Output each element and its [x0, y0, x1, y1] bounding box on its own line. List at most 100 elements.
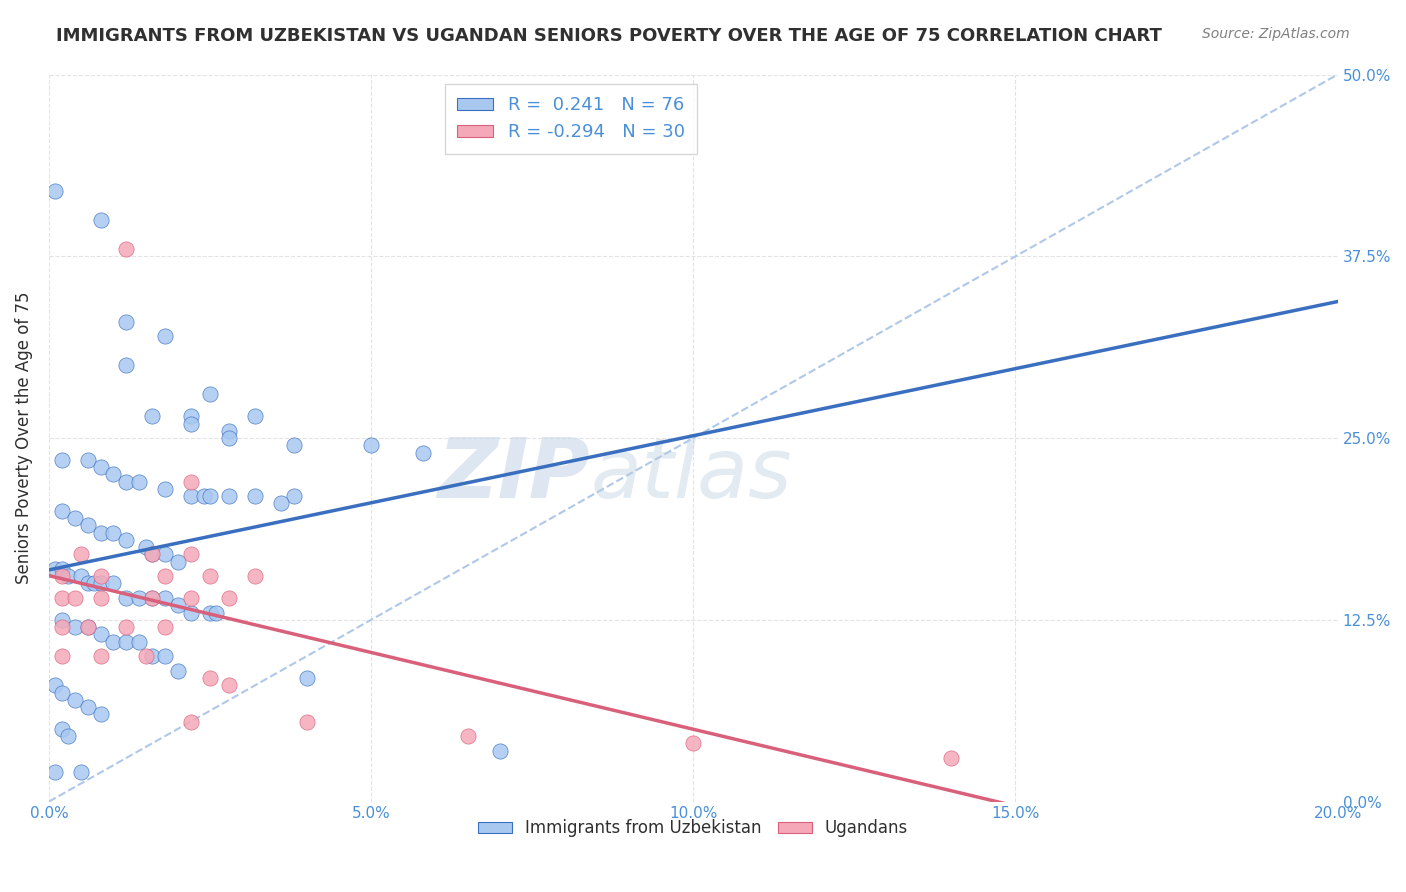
Legend: Immigrants from Uzbekistan, Ugandans: Immigrants from Uzbekistan, Ugandans — [472, 813, 915, 844]
Point — [360, 438, 382, 452]
Point — [205, 606, 228, 620]
Point — [115, 620, 138, 634]
Point — [412, 445, 434, 459]
Point — [489, 744, 512, 758]
Point — [115, 591, 138, 605]
Point — [218, 424, 240, 438]
Point — [89, 627, 111, 641]
Point — [76, 620, 98, 634]
Point — [76, 518, 98, 533]
Point — [51, 591, 73, 605]
Point — [58, 569, 80, 583]
Point — [198, 671, 221, 685]
Point — [218, 431, 240, 445]
Text: atlas: atlas — [591, 434, 792, 515]
Point — [198, 569, 221, 583]
Point — [51, 620, 73, 634]
Point — [51, 722, 73, 736]
Point — [70, 547, 93, 561]
Point — [180, 417, 202, 431]
Point — [270, 496, 292, 510]
Point — [115, 359, 138, 373]
Point — [44, 184, 66, 198]
Point — [89, 569, 111, 583]
Point — [198, 489, 221, 503]
Point — [180, 489, 202, 503]
Point — [141, 591, 163, 605]
Point — [166, 599, 188, 613]
Text: Source: ZipAtlas.com: Source: ZipAtlas.com — [1202, 27, 1350, 41]
Point — [51, 685, 73, 699]
Point — [44, 678, 66, 692]
Point — [51, 504, 73, 518]
Point — [283, 489, 305, 503]
Point — [63, 620, 86, 634]
Point — [166, 664, 188, 678]
Point — [193, 489, 215, 503]
Point — [89, 576, 111, 591]
Point — [135, 540, 157, 554]
Point — [103, 576, 125, 591]
Point — [44, 765, 66, 780]
Point — [939, 751, 962, 765]
Point — [115, 533, 138, 547]
Text: IMMIGRANTS FROM UZBEKISTAN VS UGANDAN SENIORS POVERTY OVER THE AGE OF 75 CORRELA: IMMIGRANTS FROM UZBEKISTAN VS UGANDAN SE… — [56, 27, 1163, 45]
Point — [51, 569, 73, 583]
Point — [180, 475, 202, 489]
Point — [198, 387, 221, 401]
Point — [153, 620, 176, 634]
Point — [141, 547, 163, 561]
Point — [128, 475, 150, 489]
Point — [76, 576, 98, 591]
Point — [153, 649, 176, 664]
Point — [76, 700, 98, 714]
Point — [153, 547, 176, 561]
Point — [295, 714, 318, 729]
Point — [243, 409, 266, 424]
Point — [153, 329, 176, 343]
Point — [141, 547, 163, 561]
Point — [89, 213, 111, 227]
Point — [63, 511, 86, 525]
Point — [115, 242, 138, 256]
Point — [180, 547, 202, 561]
Point — [103, 634, 125, 648]
Point — [115, 315, 138, 329]
Point — [103, 525, 125, 540]
Point — [76, 620, 98, 634]
Y-axis label: Seniors Poverty Over the Age of 75: Seniors Poverty Over the Age of 75 — [15, 292, 32, 584]
Point — [115, 475, 138, 489]
Point — [128, 591, 150, 605]
Point — [63, 591, 86, 605]
Point — [89, 707, 111, 722]
Point — [51, 453, 73, 467]
Point — [198, 606, 221, 620]
Point — [682, 736, 704, 750]
Point — [180, 714, 202, 729]
Point — [218, 489, 240, 503]
Point — [218, 591, 240, 605]
Point — [166, 555, 188, 569]
Point — [128, 634, 150, 648]
Point — [103, 467, 125, 482]
Point — [89, 591, 111, 605]
Point — [141, 409, 163, 424]
Point — [141, 591, 163, 605]
Point — [243, 489, 266, 503]
Point — [180, 591, 202, 605]
Point — [89, 460, 111, 475]
Point — [115, 634, 138, 648]
Point — [76, 453, 98, 467]
Point — [51, 649, 73, 664]
Point — [180, 606, 202, 620]
Point — [83, 576, 105, 591]
Point — [63, 693, 86, 707]
Point — [58, 729, 80, 743]
Point — [51, 613, 73, 627]
Point — [283, 438, 305, 452]
Point — [153, 591, 176, 605]
Point — [89, 525, 111, 540]
Point — [295, 671, 318, 685]
Point — [153, 482, 176, 496]
Text: ZIP: ZIP — [437, 434, 591, 515]
